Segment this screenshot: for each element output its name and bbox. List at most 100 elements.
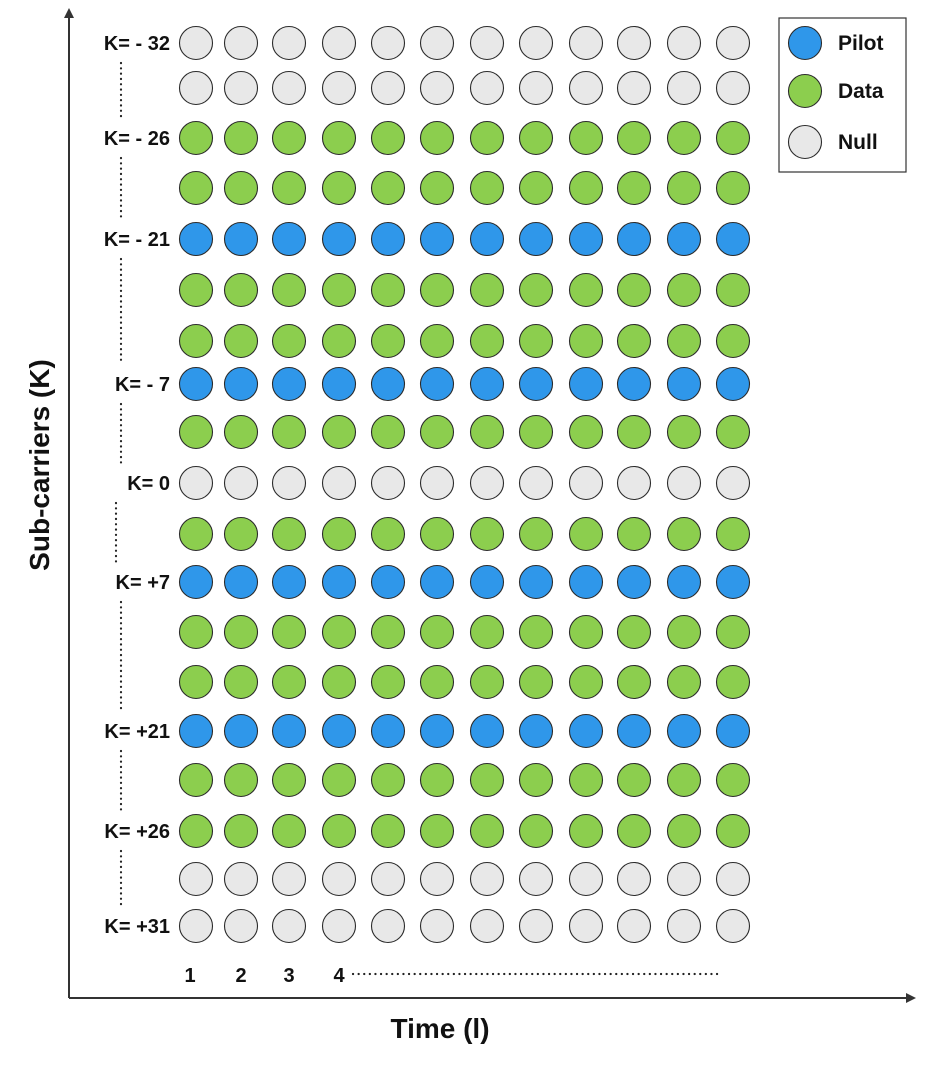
pilot-subcarrier-cell [715, 366, 751, 402]
pilot-subcarrier-cell [715, 713, 751, 749]
legend-item-null: Null [787, 124, 878, 160]
null-subcarrier-cell [223, 908, 259, 944]
row-label: K= +21 [104, 721, 170, 743]
data-subcarrier-cell [370, 323, 406, 359]
data-subcarrier-cell [469, 323, 505, 359]
pilot-subcarrier-cell [666, 366, 702, 402]
data-subcarrier-cell [223, 414, 259, 450]
grid-row-null [178, 465, 751, 501]
pilot-subcarrier-cell [370, 564, 406, 600]
data-subcarrier-cell [419, 762, 455, 798]
null-subcarrier-cell [518, 25, 554, 61]
null-subcarrier-cell [469, 465, 505, 501]
data-subcarrier-cell [370, 762, 406, 798]
data-subcarrier-cell [370, 272, 406, 308]
data-subcarrier-cell [271, 664, 307, 700]
null-subcarrier-cell [616, 861, 652, 897]
data-subcarrier-cell [370, 516, 406, 552]
x-tick-label: 2 [235, 965, 246, 987]
x-ticks: 1 2 3 4 [184, 965, 345, 987]
pilot-subcarrier-cell [568, 564, 604, 600]
pilot-subcarrier-cell [469, 564, 505, 600]
null-subcarrier-cell [321, 908, 357, 944]
null-subcarrier-cell [223, 861, 259, 897]
grid-row-pilot [178, 713, 751, 749]
grid-row-data [178, 323, 751, 359]
null-subcarrier-cell [715, 70, 751, 106]
data-subcarrier-cell [518, 516, 554, 552]
data-subcarrier-cell [518, 813, 554, 849]
data-subcarrier-cell [616, 664, 652, 700]
data-subcarrier-cell [469, 664, 505, 700]
null-subcarrier-cell [223, 465, 259, 501]
data-subcarrier-cell [518, 272, 554, 308]
data-subcarrier-cell [616, 414, 652, 450]
pilot-subcarrier-cell [178, 713, 214, 749]
null-subcarrier-cell [469, 908, 505, 944]
null-subcarrier-cell [568, 25, 604, 61]
null-subcarrier-cell [666, 70, 702, 106]
null-subcarrier-cell [715, 465, 751, 501]
null-subcarrier-cell [715, 861, 751, 897]
grid-row-null [178, 25, 751, 61]
row-labels: K= - 32 K= - 26 K= - 21 K= - 7 K= 0 K= +7 K= +… [104, 33, 170, 938]
data-subcarrier-cell [370, 120, 406, 156]
null-subcarrier-cell [469, 70, 505, 106]
pilot-subcarrier-cell [419, 713, 455, 749]
grid-row-data [178, 516, 751, 552]
data-subcarrier-cell [518, 414, 554, 450]
data-subcarrier-cell [666, 614, 702, 650]
data-subcarrier-cell [321, 120, 357, 156]
x-tick-label: 1 [184, 965, 195, 987]
pilot-subcarrier-cell [715, 221, 751, 257]
data-subcarrier-cell [223, 272, 259, 308]
data-subcarrier-cell [321, 170, 357, 206]
null-subcarrier-cell [419, 908, 455, 944]
null-subcarrier-cell [616, 25, 652, 61]
null-subcarrier-cell [223, 25, 259, 61]
data-subcarrier-cell [518, 323, 554, 359]
grid-row-data [178, 272, 751, 308]
grid-row-pilot [178, 366, 751, 402]
data-subcarrier-cell [321, 323, 357, 359]
data-subcarrier-cell [469, 414, 505, 450]
null-subcarrier-cell [616, 908, 652, 944]
data-subcarrier-cell [469, 170, 505, 206]
legend-label: Pilot [838, 32, 884, 55]
data-subcarrier-cell [616, 120, 652, 156]
null-subcarrier-cell [518, 465, 554, 501]
data-subcarrier-cell [666, 272, 702, 308]
grid-row-data [178, 614, 751, 650]
data-subcarrier-cell [271, 120, 307, 156]
data-subcarrier-cell [518, 120, 554, 156]
row-label: K= 0 [127, 473, 170, 495]
data-subcarrier-cell [518, 762, 554, 798]
null-subcarrier-cell [666, 465, 702, 501]
data-subcarrier-cell [666, 664, 702, 700]
null-subcarrier-cell [321, 70, 357, 106]
data-subcarrier-cell [469, 272, 505, 308]
null-subcarrier-cell [568, 861, 604, 897]
data-subcarrier-cell [568, 664, 604, 700]
pilot-subcarrier-cell [666, 713, 702, 749]
pilot-subcarrier-cell [271, 564, 307, 600]
subcarrier-grid [178, 25, 751, 944]
pilot-subcarrier-cell [419, 221, 455, 257]
data-subcarrier-cell [715, 813, 751, 849]
data-subcarrier-cell [419, 516, 455, 552]
grid-row-null [178, 861, 751, 897]
pilot-subcarrier-cell [666, 221, 702, 257]
null-subcarrier-cell [419, 25, 455, 61]
data-subcarrier-cell [178, 120, 214, 156]
y-axis-label: Sub-carriers (K) [24, 359, 55, 571]
pilot-subcarrier-cell [223, 221, 259, 257]
data-subcarrier-cell [616, 170, 652, 206]
legend-label: Null [838, 131, 878, 154]
null-subcarrier-cell [666, 25, 702, 61]
null-subcarrier-cell [178, 25, 214, 61]
data-subcarrier-cell [715, 516, 751, 552]
data-subcarrier-cell [666, 762, 702, 798]
null-subcarrier-cell [178, 908, 214, 944]
data-subcarrier-cell [469, 516, 505, 552]
